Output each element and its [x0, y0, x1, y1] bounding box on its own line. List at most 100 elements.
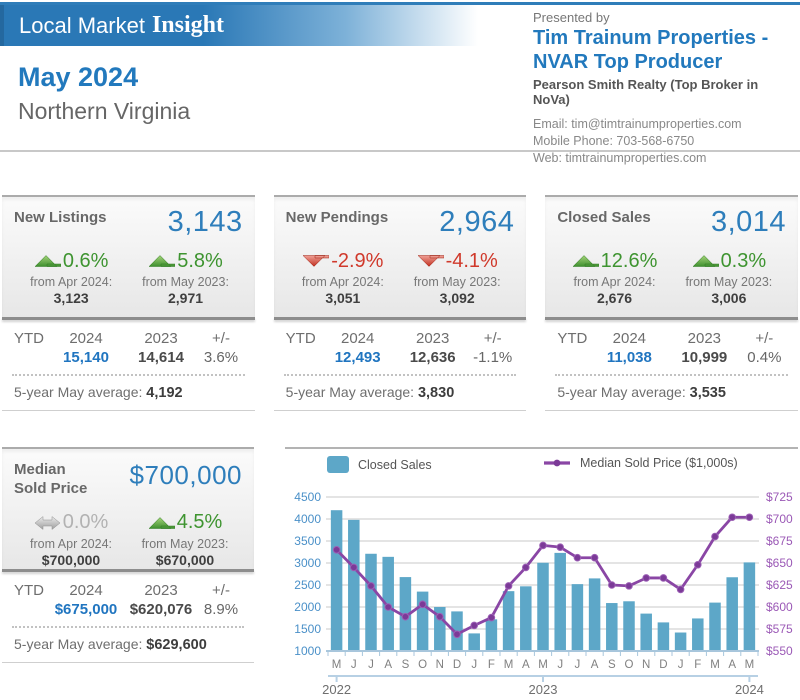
stat-card-median-sold-price: Median Sold Price $700,000 0.0% from Apr … [2, 447, 254, 663]
ytd-col-2024: 2024 [612, 330, 647, 347]
month-label: O [418, 659, 427, 671]
month-label: J [557, 659, 563, 671]
month-label: M [332, 659, 342, 671]
month-label: F [488, 659, 495, 671]
closed-sales-bar [640, 613, 652, 651]
up-arrow-icon [572, 255, 599, 267]
month-label: A [728, 659, 736, 671]
closed-sales-bar [416, 591, 429, 651]
ytd-value-2024: $675,000 [54, 601, 118, 618]
up-arrow-icon [691, 255, 719, 267]
ytd-col-2023: 2023 [415, 330, 450, 347]
year-label: 2022 [322, 682, 351, 697]
mom-base-value: 3,123 [53, 290, 89, 306]
yoy-percent: 5.8% [177, 249, 223, 272]
month-label: N [642, 659, 650, 671]
stat-card-header: Closed Sales 3,014 12.6% from Apr 2024: … [545, 197, 799, 317]
ytd-table: YTD 2024 2023 +/- $675,000 $620,076 8.9% [2, 572, 254, 624]
mom-percent: 0.0% [62, 511, 109, 533]
ytd-row-label: YTD [285, 330, 316, 347]
ytd-value-change: 3.6% [203, 349, 239, 366]
median-price-point [711, 532, 719, 541]
mom-base-label: from Apr 2024: [573, 275, 656, 289]
top-accent-rule [0, 2, 800, 5]
five-year-average: 5-year May average: 3,830 [285, 384, 455, 401]
mom-base-value: $700,000 [41, 551, 101, 568]
ytd-row-label: YTD [14, 330, 44, 347]
ytd-col-2024: 2024 [340, 330, 375, 347]
yoy-base-label: from May 2023: [141, 536, 229, 551]
up-arrow-icon [148, 516, 175, 529]
stat-card-closed-sales: Closed Sales 3,014 12.6% from Apr 2024: … [545, 195, 799, 411]
dotted-divider [555, 374, 789, 376]
stat-card-title: New Pendings [285, 209, 389, 226]
month-label: A [591, 659, 599, 671]
ytd-col-2024: 2024 [69, 330, 103, 347]
month-label: M [710, 659, 720, 671]
right-axis-label: $700 [766, 512, 793, 526]
closed-sales-bar [502, 591, 515, 651]
year-over-year-change: 4.5% from May 2023: $670,000 [128, 511, 242, 568]
yoy-base-value: 3,092 [439, 290, 475, 306]
ytd-value-2024: 12,493 [334, 349, 381, 366]
right-axis-label: $650 [766, 556, 793, 570]
right-axis-label: $675 [766, 534, 793, 548]
closed-sales-bar [674, 632, 687, 651]
mom-percent: 12.6% [600, 249, 658, 272]
ytd-col-change: +/- [212, 330, 230, 347]
closed-sales-bar [554, 552, 566, 651]
stat-card-value: 3,014 [710, 206, 787, 238]
ytd-table: YTD 2024 2023 +/- 15,140 14,614 3.6% [2, 320, 255, 372]
month-label: D [659, 659, 667, 671]
closed-sales-bar [571, 584, 584, 651]
stat-card-header: Median Sold Price $700,000 0.0% from Apr … [2, 449, 254, 569]
right-axis-label: $725 [766, 490, 793, 504]
left-axis-label: 2500 [294, 578, 321, 592]
yoy-base-value: 2,971 [167, 290, 204, 306]
five-year-average: 5-year May average: 3,535 [557, 384, 726, 401]
median-price-point [573, 553, 582, 562]
presenter-firm: Pearson Smith Realty (Top Broker in NoVa… [533, 77, 759, 107]
ytd-value-change: 0.4% [747, 349, 782, 366]
dotted-divider [12, 626, 244, 628]
left-axis-label: 3500 [294, 534, 321, 548]
presenter-block: Presented by Tim Trainum Properties - NV… [533, 10, 795, 167]
median-price-point [625, 582, 633, 590]
left-axis-label: 4000 [294, 512, 321, 526]
ytd-table: YTD 2024 2023 +/- 12,493 12,636 -1.1% [274, 320, 527, 372]
closed-sales-bar [606, 603, 618, 651]
closed-sales-bar [468, 633, 480, 651]
ytd-value-change: -1.1% [473, 349, 513, 366]
flat-arrow-icon [34, 515, 61, 530]
median-price-point [504, 582, 513, 590]
down-arrow-icon [302, 255, 330, 267]
ytd-col-2023: 2023 [687, 330, 722, 347]
mom-percent: 0.6% [62, 249, 109, 272]
month-label: J [471, 659, 477, 671]
closed-sales-bar [657, 622, 670, 651]
chart-legend: Closed Sales Median Sold Price ($1,000s) [285, 449, 798, 479]
median-price-point [556, 543, 565, 551]
mom-base-label: from Apr 2024: [30, 536, 112, 551]
month-label: M [538, 659, 548, 671]
month-label: N [436, 659, 444, 671]
month-label: J [368, 659, 374, 671]
closed-sales-bar [692, 618, 704, 651]
right-axis-label: $575 [766, 622, 793, 636]
yoy-base-label: from May 2023: [413, 275, 501, 289]
up-arrow-icon [34, 255, 61, 267]
legend-closed-sales-label: Closed Sales [358, 457, 432, 472]
month-label: J [575, 659, 581, 671]
closed-sales-bar [726, 577, 738, 651]
yoy-base-label: from May 2023: [142, 275, 229, 289]
median-price-point [350, 563, 358, 572]
left-axis-label: 1000 [294, 644, 321, 658]
closed-sales-median-price-chart: 1000 1500 2000 2500 3000 3500 4000 4500 $550 $575… [294, 490, 793, 697]
left-axis-label: 1500 [294, 622, 321, 636]
yoy-percent: 0.3% [720, 249, 767, 272]
stat-card-value: $700,000 [129, 460, 242, 490]
closed-sales-bar [365, 553, 377, 651]
median-price-point [436, 612, 444, 621]
ytd-value-2024: 11,038 [606, 349, 652, 366]
